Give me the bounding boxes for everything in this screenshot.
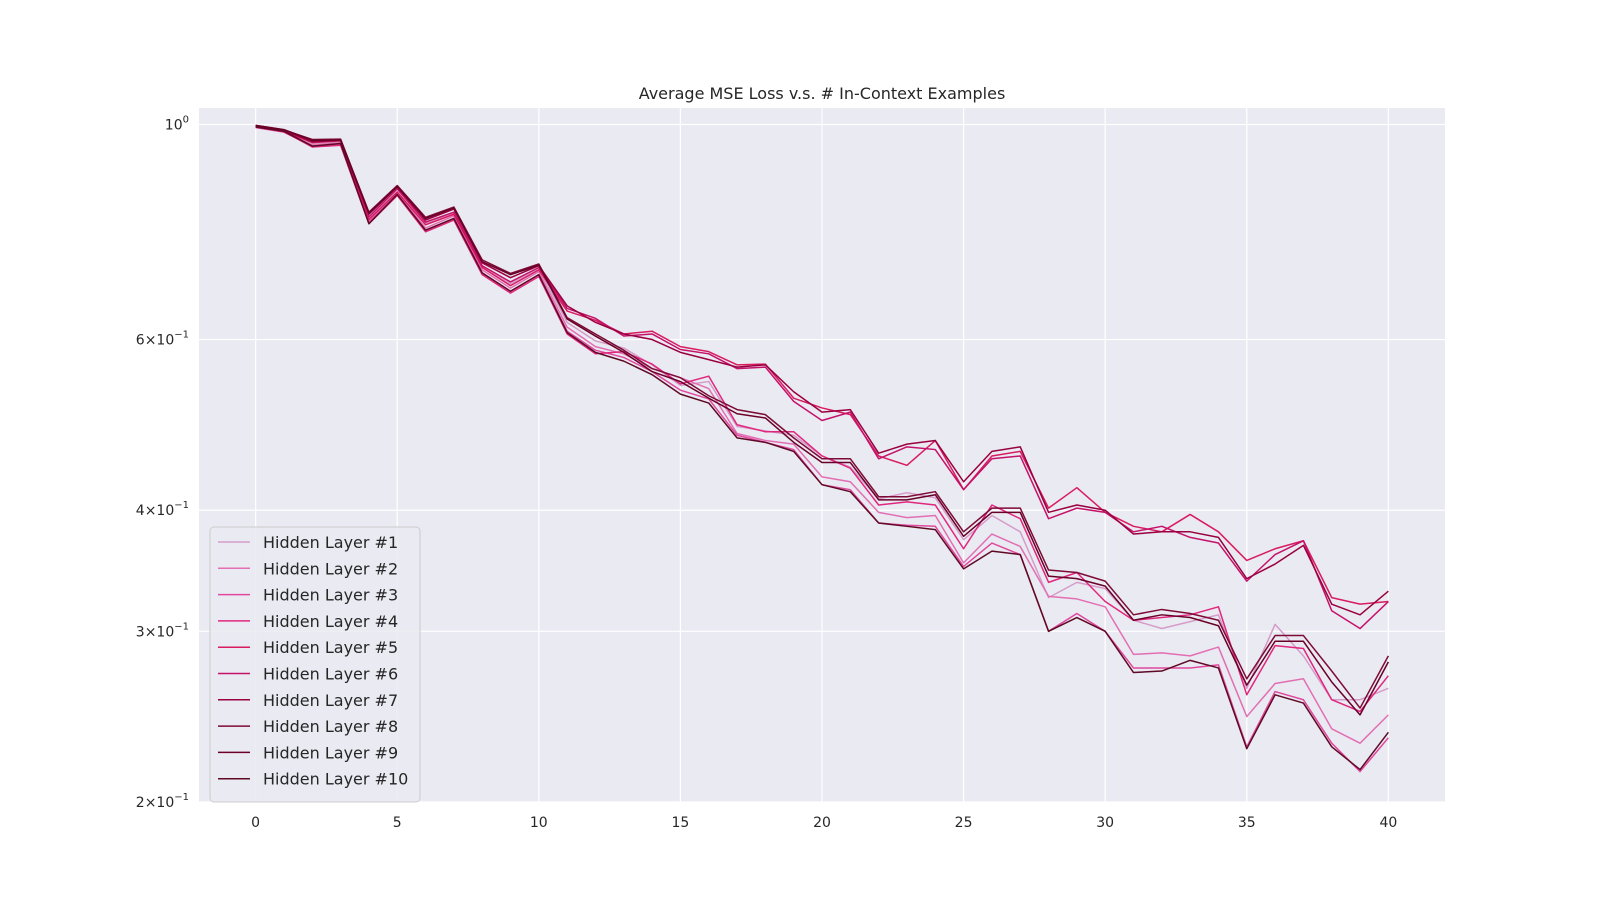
y-tick-label: 2×10−1 — [136, 792, 189, 811]
legend-label: Hidden Layer #4 — [263, 612, 398, 631]
legend-label: Hidden Layer #3 — [263, 586, 398, 605]
series-lines — [255, 124, 1390, 773]
legend-label: Hidden Layer #8 — [263, 717, 398, 736]
x-tick-label: 30 — [1096, 815, 1114, 831]
legend-label: Hidden Layer #1 — [263, 533, 398, 552]
chart-title: Average MSE Loss v.s. # In-Context Examp… — [639, 84, 1006, 103]
legend-label: Hidden Layer #7 — [263, 691, 398, 710]
y-tick-label: 3×10−1 — [136, 621, 189, 640]
y-tick-label: 100 — [165, 115, 189, 134]
x-axis-ticks: 0 5 10 15 20 25 30 35 40 — [251, 815, 1397, 831]
x-tick-label: 40 — [1379, 815, 1397, 831]
x-tick-label: 20 — [813, 815, 831, 831]
x-tick-label: 35 — [1238, 815, 1256, 831]
legend-label: Hidden Layer #6 — [263, 665, 398, 684]
series-line-hidden-layer-9 — [255, 124, 1390, 716]
series-line-hidden-layer-4 — [255, 126, 1389, 713]
series-line-hidden-layer-2 — [255, 126, 1389, 744]
x-tick-label: 15 — [671, 815, 689, 831]
legend-label: Hidden Layer #10 — [263, 770, 408, 789]
series-line-hidden-layer-6 — [255, 125, 1389, 630]
series-line-hidden-layer-8 — [255, 124, 1390, 709]
series-line-hidden-layer-7 — [255, 125, 1389, 616]
legend-label: Hidden Layer #9 — [263, 743, 398, 762]
y-tick-label: 6×10−1 — [136, 330, 189, 349]
legend-box — [209, 526, 421, 803]
series-line-hidden-layer-10 — [255, 126, 1389, 771]
x-tick-label: 5 — [393, 815, 402, 831]
y-axis-ticks: 100 6×10−1 4×10−1 3×10−1 2×10−1 — [136, 115, 189, 811]
series-line-hidden-layer-5 — [255, 125, 1389, 605]
legend-label: Hidden Layer #5 — [263, 638, 398, 657]
legend-label: Hidden Layer #2 — [263, 559, 398, 578]
legend: Hidden Layer #1 Hidden Layer #2 Hidden Lay… — [209, 526, 421, 803]
x-tick-label: 0 — [251, 815, 260, 831]
x-tick-label: 10 — [530, 815, 548, 831]
x-tick-label: 25 — [955, 815, 973, 831]
y-tick-label: 4×10−1 — [136, 500, 189, 519]
